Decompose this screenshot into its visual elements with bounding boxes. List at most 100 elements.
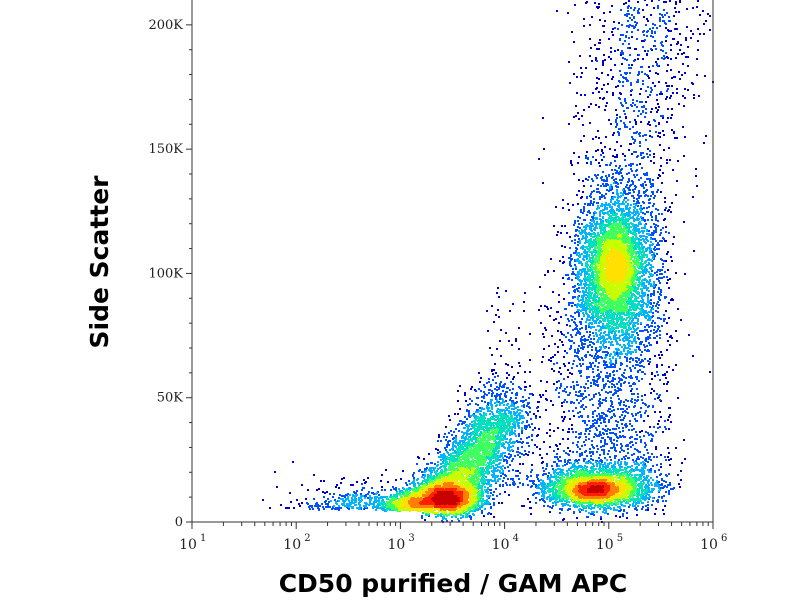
event-dot [638,232,640,234]
event-dot [338,505,340,507]
event-dot [651,244,653,246]
event-dot [573,342,575,344]
event-dot [515,435,517,437]
event-dot [570,347,572,349]
event-dot [624,424,626,426]
event-dot [452,438,454,440]
event-dot [669,0,671,2]
event-dot [636,313,638,315]
event-dot [606,189,608,191]
event-dot [488,407,490,409]
event-dot [590,366,592,368]
event-dot [338,497,340,499]
event-dot [390,489,392,491]
event-dot [650,87,652,89]
event-dot [508,457,510,459]
event-dot [547,270,549,272]
event-dot [667,251,669,253]
event-dot [621,104,623,106]
event-dot [670,335,672,337]
event-dot [643,313,645,315]
event-dot [581,342,583,344]
event-dot [621,414,623,416]
event-dot [434,463,436,465]
event-dot [520,438,522,440]
event-dot [619,179,621,181]
event-dot [668,287,670,289]
event-dot [440,440,442,442]
event-dot [642,9,644,11]
event-dot [603,433,605,435]
event-dot [614,196,616,198]
event-dot [498,466,500,468]
event-dot [491,405,493,407]
event-dot [648,276,650,278]
event-dot [645,184,647,186]
event-dot [576,288,578,290]
event-dot [648,434,650,436]
event-dot [614,50,616,52]
event-dot [659,240,661,242]
event-dot [628,172,630,174]
event-dot [510,455,512,457]
event-dot [505,441,507,443]
event-dot [649,202,651,204]
event-dot [622,153,624,155]
event-dot [600,371,602,373]
event-dot [531,423,533,425]
event-dot [561,245,563,247]
event-dot [629,54,631,56]
event-dot [657,189,659,191]
event-dot [648,311,650,313]
event-dot [624,159,626,161]
event-dot [552,468,554,470]
event-dot [347,496,349,498]
event-dot [596,415,598,417]
event-dot [517,447,519,449]
event-dot [621,63,623,65]
event-dot [573,415,575,417]
event-dot [530,418,532,420]
event-dot [651,254,653,256]
event-dot [626,359,628,361]
event-dot [499,404,501,406]
event-dot [552,498,554,500]
event-dot [517,419,519,421]
event-dot [483,391,485,393]
event-dot [526,420,528,422]
event-dot [634,119,636,121]
event-dot [341,478,343,480]
event-dot [605,375,607,377]
event-dot [670,421,672,423]
event-dot [647,148,649,150]
event-dot [626,15,628,17]
event-dot [656,271,658,273]
event-dot [577,226,579,228]
event-dot [650,459,652,461]
event-dot [660,165,662,167]
event-dot [493,491,495,493]
event-dot [471,386,473,388]
event-dot [576,517,578,519]
event-dot [540,483,542,485]
event-dot [630,375,632,377]
event-dot [634,508,636,510]
event-dot [579,448,581,450]
event-dot [645,139,647,141]
event-dot [584,433,586,435]
event-dot [502,457,504,459]
event-dot [578,309,580,311]
event-dot [598,350,600,352]
event-dot [617,197,619,199]
event-dot [496,410,498,412]
event-dot [371,497,373,499]
event-dot [618,167,620,169]
event-dot [675,23,677,25]
event-dot [491,399,493,401]
event-dot [583,18,585,20]
event-dot [636,361,638,363]
event-dot [539,394,541,396]
event-dot [663,383,665,385]
event-dot [638,110,640,112]
event-dot [543,148,545,150]
